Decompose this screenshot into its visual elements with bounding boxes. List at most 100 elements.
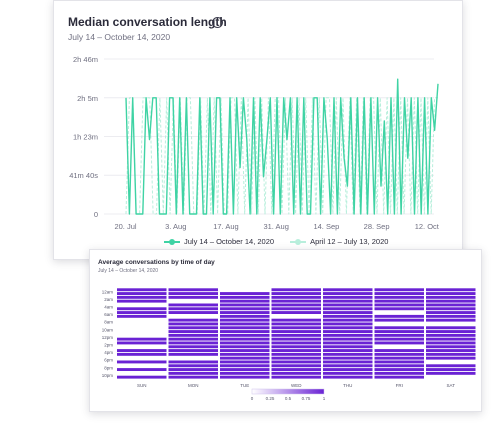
heatmap-cell[interactable] (117, 318, 167, 322)
heatmap-cell[interactable] (323, 322, 373, 326)
heatmap-cell[interactable] (426, 322, 476, 326)
heatmap-cell[interactable] (271, 326, 322, 330)
heatmap-cell[interactable] (374, 322, 425, 326)
heatmap-cell[interactable] (271, 314, 322, 318)
heatmap-cell[interactable] (168, 371, 219, 375)
heatmap-cell[interactable] (168, 288, 219, 292)
heatmap-cell[interactable] (374, 333, 425, 337)
heatmap-cell[interactable] (426, 337, 476, 341)
heatmap-cell[interactable] (117, 326, 167, 330)
heatmap-cell[interactable] (271, 360, 322, 364)
heatmap-cell[interactable] (374, 318, 425, 322)
heatmap-cell[interactable] (168, 314, 219, 318)
heatmap-cell[interactable] (374, 311, 425, 314)
heatmap-cell[interactable] (220, 292, 270, 295)
heatmap-cell[interactable] (426, 364, 476, 368)
heatmap-cell[interactable] (117, 295, 167, 299)
heatmap-cell[interactable] (220, 333, 270, 337)
heatmap-cell[interactable] (271, 345, 322, 349)
heatmap-cell[interactable] (323, 295, 373, 299)
heatmap-cell[interactable] (426, 341, 476, 345)
heatmap-cell[interactable] (271, 371, 322, 375)
heatmap-cell[interactable] (271, 356, 322, 360)
heatmap-cell[interactable] (220, 307, 270, 311)
heatmap-cell[interactable] (117, 341, 167, 345)
heatmap-cell[interactable] (271, 333, 322, 337)
heatmap-cell[interactable] (374, 345, 425, 349)
info-icon[interactable]: i (212, 17, 223, 28)
heatmap-cell[interactable] (426, 371, 476, 375)
heatmap-cell[interactable] (271, 375, 322, 379)
heatmap-cell[interactable] (426, 333, 476, 337)
heatmap-cell[interactable] (117, 307, 167, 311)
heatmap-cell[interactable] (323, 345, 373, 349)
heatmap-cell[interactable] (220, 295, 270, 299)
heatmap-cell[interactable] (168, 368, 219, 371)
heatmap-cell[interactable] (426, 368, 476, 371)
heatmap-cell[interactable] (374, 326, 425, 330)
heatmap-cell[interactable] (323, 352, 373, 356)
heatmap-cell[interactable] (426, 326, 476, 330)
heatmap-cell[interactable] (117, 360, 167, 364)
legend-item-current[interactable]: July 14 – October 14, 2020 (164, 237, 274, 246)
heatmap-cell[interactable] (117, 314, 167, 318)
heatmap-cell[interactable] (271, 318, 322, 322)
heatmap-cell[interactable] (271, 322, 322, 326)
heatmap-cell[interactable] (168, 356, 219, 360)
heatmap-cell[interactable] (117, 299, 167, 303)
heatmap-cell[interactable] (271, 288, 322, 292)
heatmap-cell[interactable] (168, 352, 219, 356)
heatmap-cell[interactable] (271, 368, 322, 371)
heatmap-cell[interactable] (323, 303, 373, 307)
heatmap-cell[interactable] (117, 356, 167, 360)
heatmap-cell[interactable] (323, 318, 373, 322)
heatmap-cell[interactable] (168, 360, 219, 364)
heatmap-cell[interactable] (117, 322, 167, 326)
heatmap-cell[interactable] (117, 352, 167, 356)
heatmap-cell[interactable] (168, 349, 219, 352)
heatmap-cell[interactable] (323, 330, 373, 333)
heatmap-cell[interactable] (426, 299, 476, 303)
heatmap-cell[interactable] (220, 318, 270, 322)
heatmap-cell[interactable] (220, 314, 270, 318)
heatmap-cell[interactable] (168, 295, 219, 299)
heatmap-cell[interactable] (323, 307, 373, 311)
heatmap-cell[interactable] (117, 371, 167, 375)
heatmap-cell[interactable] (220, 368, 270, 371)
heatmap-cell[interactable] (426, 349, 476, 352)
heatmap-cell[interactable] (374, 330, 425, 333)
heatmap-cell[interactable] (323, 299, 373, 303)
heatmap-cell[interactable] (168, 345, 219, 349)
heatmap-cell[interactable] (323, 288, 373, 292)
heatmap-cell[interactable] (323, 292, 373, 295)
heatmap-cell[interactable] (271, 349, 322, 352)
heatmap-cell[interactable] (168, 326, 219, 330)
heatmap-cell[interactable] (271, 341, 322, 345)
heatmap-cell[interactable] (220, 349, 270, 352)
heatmap-cell[interactable] (426, 314, 476, 318)
heatmap-cell[interactable] (323, 341, 373, 345)
heatmap-cell[interactable] (426, 292, 476, 295)
heatmap-cell[interactable] (271, 364, 322, 368)
heatmap-cell[interactable] (117, 330, 167, 333)
heatmap-cell[interactable] (168, 307, 219, 311)
heatmap-cell[interactable] (426, 352, 476, 356)
heatmap-cell[interactable] (117, 345, 167, 349)
heatmap-cell[interactable] (323, 314, 373, 318)
heatmap-cell[interactable] (168, 322, 219, 326)
heatmap-cell[interactable] (323, 333, 373, 337)
heatmap-cell[interactable] (117, 333, 167, 337)
heatmap-cell[interactable] (168, 341, 219, 345)
heatmap-cell[interactable] (271, 337, 322, 341)
heatmap-cell[interactable] (323, 360, 373, 364)
heatmap-cell[interactable] (168, 337, 219, 341)
heatmap-cell[interactable] (426, 307, 476, 311)
heatmap-cell[interactable] (426, 311, 476, 314)
heatmap-cell[interactable] (374, 295, 425, 299)
heatmap-cell[interactable] (220, 303, 270, 307)
heatmap-cell[interactable] (117, 364, 167, 368)
heatmap-cell[interactable] (117, 288, 167, 292)
heatmap-cell[interactable] (323, 368, 373, 371)
heatmap-cell[interactable] (374, 360, 425, 364)
heatmap-cell[interactable] (426, 375, 476, 379)
